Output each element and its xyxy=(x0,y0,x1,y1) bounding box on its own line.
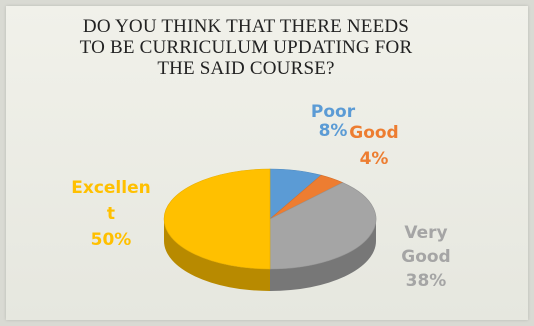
pie-category-label-3: Excellen xyxy=(71,178,150,198)
pie-category-label-2: Good xyxy=(401,247,450,267)
chart-title-line-2: TO BE CURRICULUM UPDATING FOR xyxy=(79,37,413,58)
pie-category-label-3: t xyxy=(107,204,115,224)
pie-value-label-2: 38% xyxy=(406,271,447,291)
pie-value-label-3: 50% xyxy=(91,230,132,250)
chart-title-line-1: DO YOU THINK THAT THERE NEEDS xyxy=(82,16,410,37)
pie-slices xyxy=(163,168,377,270)
pie-slice-2 xyxy=(269,182,377,270)
pie-category-label-2: Very xyxy=(404,223,447,243)
pie-category-label-0: Poor xyxy=(311,102,356,122)
pie-value-label-1: 4% xyxy=(360,149,389,169)
chart-title-line-3: THE SAID COURSE? xyxy=(157,58,335,79)
pie-slice-3 xyxy=(163,168,271,270)
pie-slice-side-3 xyxy=(164,219,270,291)
pie-depth xyxy=(164,219,376,291)
pie-category-label-1: Good xyxy=(349,123,398,143)
chart-card: DO YOU THINK THAT THERE NEEDS TO BE CURR… xyxy=(6,6,528,320)
pie-slice-side-2 xyxy=(270,219,376,291)
chart-title: DO YOU THINK THAT THERE NEEDS TO BE CURR… xyxy=(6,16,486,79)
pie-value-label-0: 8% xyxy=(319,121,348,141)
